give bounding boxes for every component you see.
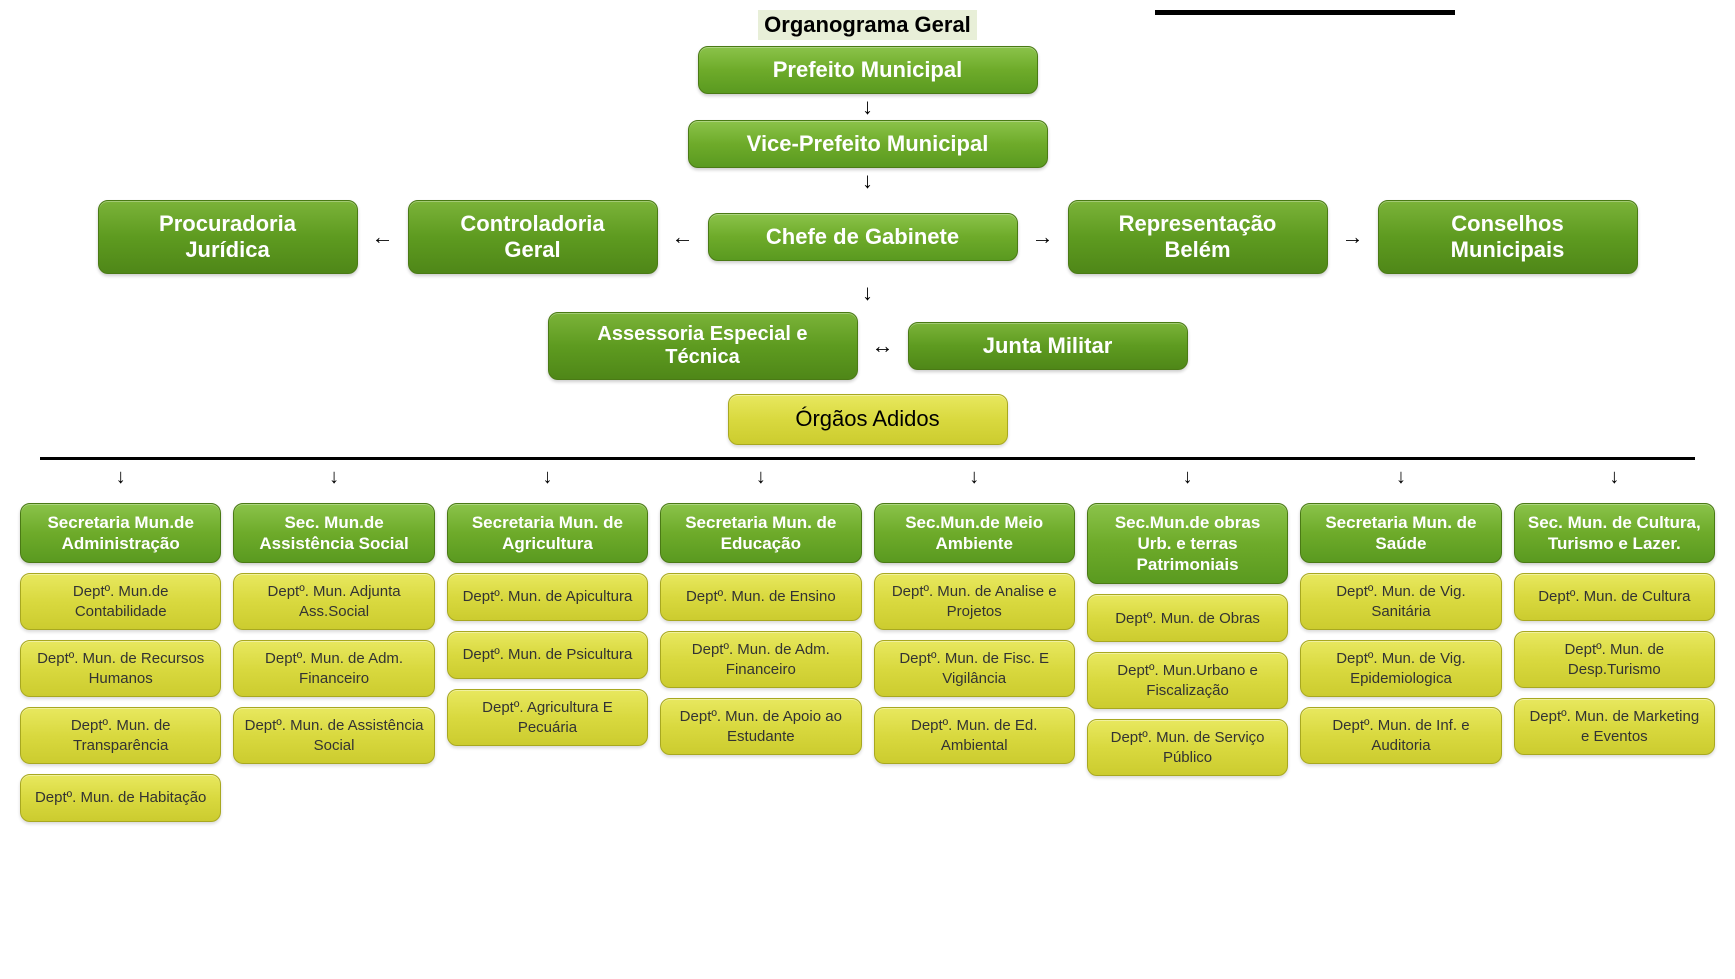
department-box: Deptº. Mun. Adjunta Ass.Social: [233, 573, 434, 630]
department-box: Deptº. Mun. de Inf. e Auditoria: [1300, 707, 1501, 764]
branch-horizontal-line: [40, 457, 1695, 460]
box-orgaos-adidos: Órgãos Adidos: [728, 394, 1008, 445]
arrow-both-icon: ↔: [872, 333, 894, 359]
arrow-down-icon: ↓: [660, 466, 861, 489]
box-prefeito: Prefeito Municipal: [698, 46, 1038, 94]
secretaria-header: Secretaria Mun. de Saúde: [1300, 503, 1501, 564]
arrow-down-icon: ↓: [1087, 466, 1288, 489]
department-box: Deptº. Mun. de Marketing e Eventos: [1514, 698, 1715, 755]
arrow-down-icon: ↓: [874, 466, 1075, 489]
department-box: Deptº. Mun. de Adm. Financeiro: [233, 640, 434, 697]
box-procuradoria: Procuradoria Jurídica: [98, 200, 358, 274]
department-box: Deptº. Mun. de Vig. Sanitária: [1300, 573, 1501, 630]
arrow-down-icon: ↓: [1300, 466, 1501, 489]
secretaria-column: ↓ Secretaria Mun. de Educação Deptº. Mun. …: [660, 466, 861, 823]
secretaria-column: ↓ Sec.Mun.de Meio Ambiente Deptº. Mun. de …: [874, 466, 1075, 823]
box-conselhos: Conselhos Municipais: [1378, 200, 1638, 274]
arrow-down-icon: ↓: [233, 466, 434, 489]
secretaria-column: ↓ Sec. Mun.de Assistência Social Deptº. Mu…: [233, 466, 434, 823]
box-assessoria: Assessoria Especial e Técnica: [548, 312, 858, 380]
department-box: Deptº. Mun. de Desp.Turismo: [1514, 631, 1715, 688]
arrow-down-icon: ↓: [862, 168, 873, 194]
arrow-left-icon: ←: [372, 224, 394, 250]
department-box: Deptº. Mun. de Recursos Humanos: [20, 640, 221, 697]
department-box: Deptº. Mun. de Assistência Social: [233, 707, 434, 764]
department-box: Deptº. Mun. de Apicultura: [447, 573, 648, 621]
box-representacao: Representação Belém: [1068, 200, 1328, 274]
department-box: Deptº. Mun. de Fisc. E Vigilância: [874, 640, 1075, 697]
arrow-left-icon: ←: [672, 224, 694, 250]
department-box: Deptº. Mun. de Habitação: [20, 774, 221, 822]
secretaria-header: Secretaria Mun. de Agricultura: [447, 503, 648, 564]
secretaria-header: Secretaria Mun.de Administração: [20, 503, 221, 564]
department-box: Deptº. Mun. de Adm. Financeiro: [660, 631, 861, 688]
department-box: Deptº. Mun. de Ed. Ambiental: [874, 707, 1075, 764]
box-junta-militar: Junta Militar: [908, 322, 1188, 370]
secretaria-column: ↓ Sec.Mun.de obras Urb. e terras Patrimon…: [1087, 466, 1288, 823]
secretaria-header: Sec. Mun.de Assistência Social: [233, 503, 434, 564]
department-box: Deptº. Mun. de Transparência: [20, 707, 221, 764]
arrow-down-icon: ↓: [1514, 466, 1715, 489]
department-box: Deptº. Mun.de Contabilidade: [20, 573, 221, 630]
department-box: Deptº. Mun. de Apoio ao Estudante: [660, 698, 861, 755]
secretaria-column: ↓ Secretaria Mun.de Administração Deptº. M…: [20, 466, 221, 823]
department-box: Deptº. Agricultura E Pecuária: [447, 689, 648, 746]
department-box: Deptº. Mun. de Serviço Público: [1087, 719, 1288, 776]
secretaria-header: Sec.Mun.de Meio Ambiente: [874, 503, 1075, 564]
page-title: Organograma Geral: [758, 10, 977, 40]
arrow-right-icon: →: [1032, 224, 1054, 250]
secretaria-header: Secretaria Mun. de Educação: [660, 503, 861, 564]
secretaria-header: Sec.Mun.de obras Urb. e terras Patrimoni…: [1087, 503, 1288, 585]
arrow-right-icon: →: [1342, 224, 1364, 250]
secretaria-column: ↓ Secretaria Mun. de Saúde Deptº. Mun. de …: [1300, 466, 1501, 823]
decorative-top-line: [1155, 10, 1455, 15]
box-vice-prefeito: Vice-Prefeito Municipal: [688, 120, 1048, 168]
department-box: Deptº. Mun. de Obras: [1087, 594, 1288, 642]
secretarias-columns: ↓Secretaria Mun.de AdministraçãoDeptº. M…: [10, 466, 1725, 823]
arrow-down-icon: ↓: [862, 94, 873, 120]
secretaria-column: ↓ Sec. Mun. de Cultura, Turismo e Lazer. D…: [1514, 466, 1715, 823]
arrow-down-icon: ↓: [20, 466, 221, 489]
department-box: Deptº. Mun.Urbano e Fiscalização: [1087, 652, 1288, 709]
department-box: Deptº. Mun. de Cultura: [1514, 573, 1715, 621]
arrow-down-icon: ↓: [447, 466, 648, 489]
secretaria-header: Sec. Mun. de Cultura, Turismo e Lazer.: [1514, 503, 1715, 564]
secretaria-column: ↓ Secretaria Mun. de Agricultura Deptº. Mu…: [447, 466, 648, 823]
arrow-down-icon: ↓: [862, 280, 873, 306]
department-box: Deptº. Mun. de Vig. Epidemiologica: [1300, 640, 1501, 697]
box-chefe-gabinete: Chefe de Gabinete: [708, 213, 1018, 261]
department-box: Deptº. Mun. de Psicultura: [447, 631, 648, 679]
department-box: Deptº. Mun. de Analise e Projetos: [874, 573, 1075, 630]
box-controladoria: Controladoria Geral: [408, 200, 658, 274]
department-box: Deptº. Mun. de Ensino: [660, 573, 861, 621]
